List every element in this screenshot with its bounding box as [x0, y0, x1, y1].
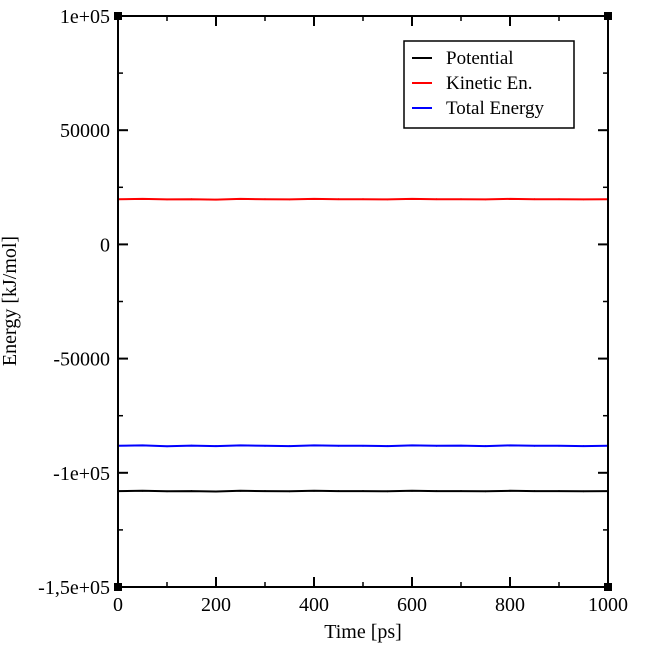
data-point [337, 490, 340, 492]
data-point [239, 198, 242, 200]
data-point [582, 198, 585, 201]
data-point [166, 198, 168, 201]
data-point [337, 198, 340, 201]
data-point [264, 444, 266, 447]
y-tick-label: -50000 [53, 349, 110, 371]
data-point [582, 445, 585, 447]
data-point [313, 489, 315, 492]
data-point [239, 444, 242, 447]
data-point [411, 489, 413, 492]
data-point [411, 198, 413, 200]
data-point [509, 444, 511, 447]
data-point [484, 198, 487, 201]
x-tick-label: 1000 [588, 594, 628, 616]
x-tick-label: 0 [113, 594, 123, 616]
data-point [141, 198, 144, 200]
data-point [460, 444, 462, 447]
data-point [166, 445, 168, 448]
data-point [460, 490, 462, 492]
plot-area [117, 197, 609, 493]
data-point [558, 490, 560, 492]
y-tick-label: -1,5e+05 [38, 577, 110, 599]
data-point [215, 445, 217, 447]
data-point [215, 490, 217, 493]
legend-label: Kinetic En. [446, 73, 533, 94]
legend-label: Total Energy [446, 98, 545, 119]
data-point [484, 490, 487, 493]
legend: Potential Kinetic En. Total Energy [403, 40, 575, 129]
data-point [533, 198, 536, 201]
x-axis-label: Time [ps] [324, 621, 402, 643]
data-point [190, 490, 193, 492]
x-tick-label: 200 [201, 594, 231, 616]
data-point [533, 444, 536, 447]
x-tick-label: 800 [495, 594, 525, 616]
data-point [288, 490, 291, 493]
data-point [362, 198, 364, 201]
data-point [215, 198, 217, 201]
data-point [166, 490, 168, 493]
data-point [460, 198, 462, 201]
data-point [264, 490, 266, 492]
data-point [264, 198, 266, 201]
data-point [313, 444, 315, 447]
data-point [239, 489, 242, 492]
data-point [435, 444, 438, 447]
data-point [337, 444, 340, 447]
y-tick-label: 1e+05 [60, 6, 110, 28]
data-point [386, 445, 389, 447]
data-point [362, 444, 364, 447]
data-point [435, 490, 438, 492]
data-point [484, 445, 487, 447]
data-point [386, 490, 389, 493]
data-point [190, 444, 193, 447]
data-point [582, 490, 585, 493]
data-point [558, 198, 560, 201]
x-tick-label: 400 [299, 594, 329, 616]
y-axis-label: Energy [kJ/mol] [0, 236, 21, 366]
axes: 0 200 400 600 800 1000 -1,5e+05 -1e+05 -50000 0 50… [38, 6, 628, 616]
data-point [533, 490, 536, 492]
data-point [362, 490, 364, 492]
data-point [509, 198, 511, 200]
y-tick-label: -1e+05 [53, 463, 110, 485]
data-point [313, 198, 315, 200]
legend-box [403, 40, 575, 129]
x-tick-label: 600 [397, 594, 427, 616]
data-point [190, 198, 193, 201]
legend-label: Potential [446, 48, 514, 69]
data-point [288, 198, 291, 201]
y-tick-label: 0 [100, 234, 110, 256]
y-tick-label: 50000 [60, 120, 110, 142]
data-point [141, 489, 144, 492]
data-point [386, 198, 389, 201]
data-point [411, 444, 413, 447]
data-point [288, 445, 291, 447]
data-point [509, 489, 511, 492]
data-point [558, 444, 560, 447]
data-point [141, 444, 144, 447]
data-point [435, 198, 438, 201]
